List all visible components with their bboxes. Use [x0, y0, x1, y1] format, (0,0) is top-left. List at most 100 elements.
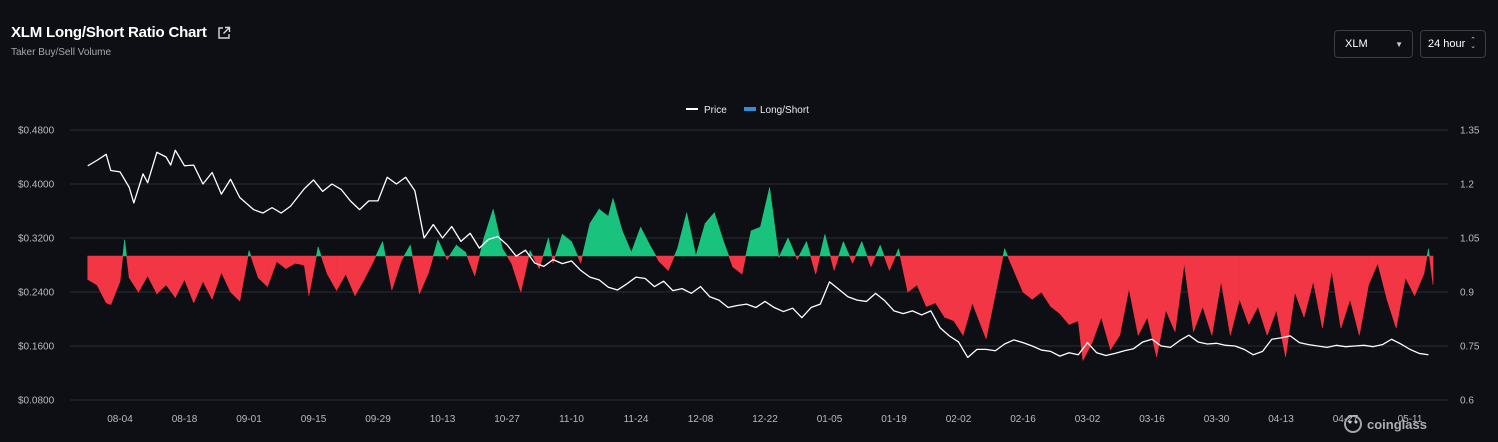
long-area-segment	[787, 237, 797, 257]
short-area-segment	[126, 255, 130, 278]
period-select[interactable]: 24 hour ⌃ ⌄	[1420, 30, 1486, 58]
x-tick-label: 08-18	[172, 414, 198, 425]
long-area-segment	[375, 241, 383, 257]
short-area-segment	[1013, 255, 1024, 293]
short-area-segment	[411, 255, 420, 294]
right-y-tick-label: 0.6	[1460, 396, 1474, 407]
short-area-segment	[320, 255, 328, 275]
short-area-segment	[889, 255, 896, 271]
short-area-segment	[239, 255, 249, 302]
x-axis: 08-04 08-18 09-01 09-15 09-29 10-13 10-27 11-10…	[107, 414, 1423, 425]
long-area-segment	[571, 241, 579, 257]
short-area-segment	[1239, 255, 1250, 325]
long-area-segment	[861, 241, 868, 257]
long-area-segment	[403, 244, 411, 257]
short-area-segment	[285, 255, 296, 270]
short-area-segment	[165, 255, 176, 299]
long-area-segment	[779, 237, 789, 257]
long-area-segment	[437, 239, 446, 257]
long-area-segment	[483, 209, 494, 257]
legend-price-label: Price	[704, 105, 727, 116]
legend-long-short-label: Long/Short	[760, 105, 809, 116]
short-area-segment	[1022, 255, 1033, 300]
short-area-segment	[257, 255, 268, 288]
long-area-segment	[124, 239, 127, 257]
short-area-segment	[1285, 255, 1296, 357]
short-area-segment	[538, 255, 544, 269]
long-area-segment	[895, 248, 899, 257]
long-area-segment	[542, 237, 549, 257]
short-area-segment	[1266, 255, 1277, 336]
short-area-segment	[250, 255, 259, 278]
long-area-segment	[409, 245, 413, 257]
long-area-segment	[456, 244, 466, 257]
long-area-segment	[502, 247, 508, 257]
short-area-segment	[1211, 255, 1222, 336]
short-area-segment	[1110, 255, 1121, 351]
short-area-segment	[119, 255, 124, 282]
long-area-segment	[714, 212, 724, 257]
short-area-segment	[1091, 255, 1102, 343]
right-y-tick-label: 0.9	[1460, 288, 1474, 299]
right-y-tick-label: 0.75	[1460, 342, 1480, 353]
short-area-segment	[419, 255, 429, 294]
x-tick-label: 03-02	[1075, 414, 1101, 425]
coin-select-value: XLM	[1345, 38, 1368, 50]
long-area-segment	[631, 227, 641, 257]
price-series	[87, 149, 1429, 359]
short-area-segment	[810, 255, 816, 275]
short-area-segment	[925, 255, 936, 307]
right-y-tick-label: 1.35	[1460, 126, 1480, 137]
long-area-segment	[695, 223, 706, 257]
short-area-segment	[1156, 255, 1167, 357]
long-area-segment	[492, 209, 503, 257]
short-area-segment	[899, 255, 909, 293]
short-area-segment	[446, 255, 450, 261]
short-area-segment	[1059, 255, 1070, 326]
short-area-segment	[267, 255, 277, 287]
short-area-segment	[907, 255, 918, 293]
short-area-segment	[511, 255, 522, 293]
short-area-segment	[1183, 255, 1194, 332]
short-area-segment	[1248, 255, 1259, 325]
long-area-segment	[673, 248, 678, 257]
long-area-segment	[382, 241, 386, 257]
short-area-segment	[1294, 255, 1305, 318]
long-area-segment	[1428, 248, 1430, 257]
short-area-segment	[1101, 255, 1111, 350]
short-area-segment	[174, 255, 185, 298]
price-line	[87, 149, 1429, 359]
long-area-segment	[838, 241, 844, 257]
short-area-segment	[276, 255, 287, 270]
x-tick-label: 03-16	[1139, 414, 1165, 425]
left-y-tick-label: $0.3200	[18, 234, 55, 245]
short-area-segment	[953, 255, 964, 337]
short-area-segment	[384, 255, 393, 291]
short-area-segment	[655, 255, 660, 263]
short-area-segment	[962, 255, 973, 336]
short-area-segment	[363, 255, 374, 280]
short-area-segment	[147, 255, 158, 294]
short-area-segment	[1077, 255, 1084, 361]
short-area-segment	[849, 255, 853, 264]
short-area-segment	[1230, 255, 1240, 336]
short-area-segment	[520, 255, 530, 293]
chart-controls: XLM ▼ 24 hour ⌃ ⌄	[1334, 30, 1486, 58]
long-area-segment	[582, 223, 591, 257]
period-select-value: 24 hour	[1428, 38, 1466, 50]
short-area-segment	[202, 255, 213, 300]
short-area-segment	[87, 255, 98, 286]
coinglass-watermark: coinglass	[1343, 414, 1427, 434]
external-link-icon[interactable]	[217, 26, 231, 40]
long-area-segment	[621, 230, 632, 257]
coin-select[interactable]: XLM ▼	[1334, 30, 1413, 58]
short-area-segment	[1423, 255, 1428, 275]
long-area-segment	[432, 239, 439, 257]
x-tick-label: 09-01	[236, 414, 262, 425]
short-area-segment	[221, 255, 231, 293]
short-area-segment	[1257, 255, 1268, 336]
short-area-segment	[1303, 255, 1314, 318]
short-area-segment	[1174, 255, 1185, 332]
x-tick-label: 05-11	[1398, 414, 1423, 425]
short-area-segment	[1165, 255, 1176, 332]
